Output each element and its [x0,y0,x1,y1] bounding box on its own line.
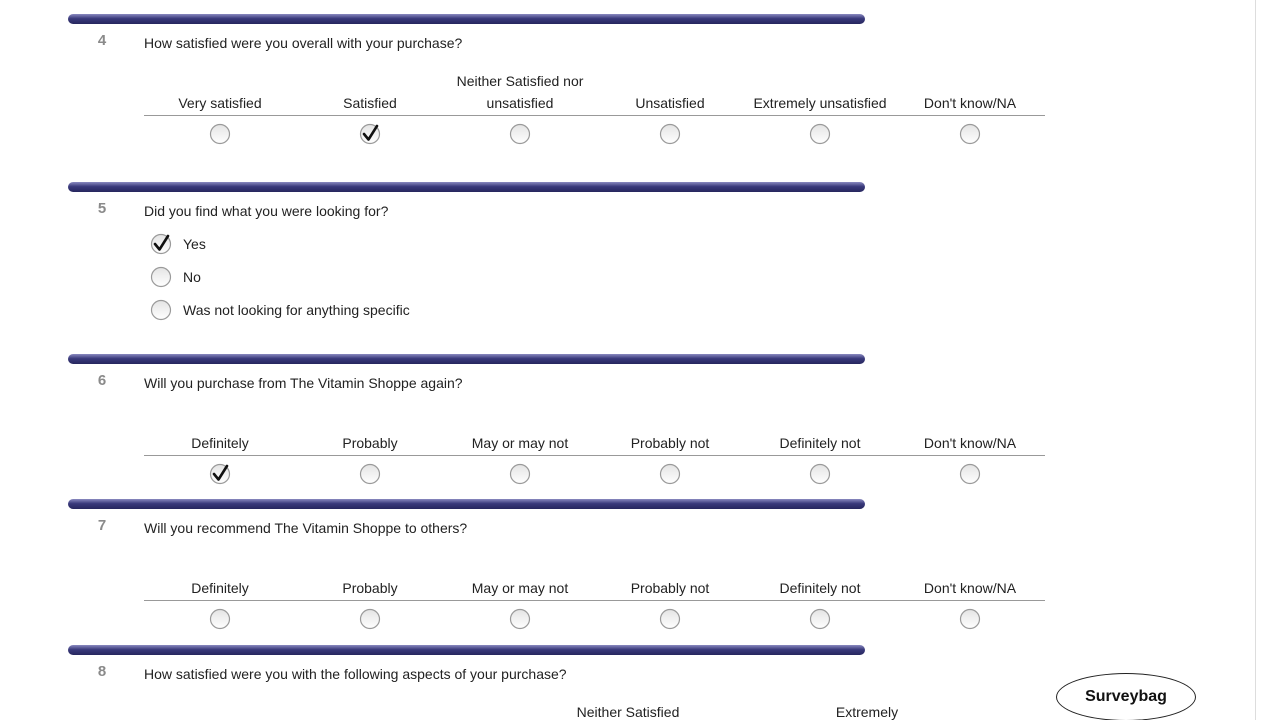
radio-icon [809,123,831,145]
radio-icon [959,463,981,485]
radio-icon [659,463,681,485]
radio-button[interactable] [509,463,531,485]
option-label: Definitely not [779,435,861,451]
radio-icon [359,463,381,485]
option-label: Probably not [630,435,710,451]
radio-icon [150,299,172,321]
option-label: May or may not [471,435,569,451]
radio-icon [809,463,831,485]
option-label: Definitely [191,435,249,451]
question-text: How satisfied were you overall with your… [144,35,463,51]
question-number: 4 [97,32,107,49]
option-label: Was not looking for anything specific [183,302,410,318]
radio-button[interactable] [209,123,231,145]
question-text: Will you recommend The Vitamin Shoppe to… [144,520,468,536]
question-text: How satisfied were you with the followin… [144,666,567,682]
option-label: Unsatisfied [635,95,705,111]
radio-icon [659,608,681,630]
radio-button[interactable] [959,463,981,485]
question-number: 6 [97,372,107,389]
header-rule [144,115,1045,116]
option-label: Neither Satisfied nor unsatisfied [456,73,584,111]
section-bar [68,499,865,509]
radio-icon [659,123,681,145]
radio-button[interactable] [809,608,831,630]
option-label: Yes [183,236,206,252]
section-bar [68,182,865,192]
radio-icon [150,266,172,288]
option-label: Very satisfied [178,95,262,111]
brand-badge: Surveybag [1056,673,1196,720]
question-number: 5 [97,200,107,217]
radio-button[interactable] [150,266,172,288]
radio-icon [509,608,531,630]
radio-icon [959,123,981,145]
radio-icon [359,123,381,145]
option-label: Probably [342,435,398,451]
radio-button[interactable] [209,608,231,630]
radio-button[interactable] [659,463,681,485]
option-label: Extremely unsatisfied [753,95,887,111]
radio-icon [959,608,981,630]
radio-icon [809,608,831,630]
option-label: No [183,269,201,285]
radio-icon [209,608,231,630]
option-label: Don't know/NA [923,435,1017,451]
option-label: Definitely not [779,580,861,596]
question-text: Will you purchase from The Vitamin Shopp… [144,375,463,391]
radio-button[interactable] [809,463,831,485]
option-label: Don't know/NA [923,580,1017,596]
section-bar [68,14,865,24]
radio-button[interactable] [659,608,681,630]
option-label: Definitely [191,580,249,596]
option-label: Neither Satisfied [576,704,680,720]
radio-button[interactable] [959,123,981,145]
radio-button[interactable] [359,608,381,630]
question-text: Did you find what you were looking for? [144,203,389,219]
option-label: Satisfied [343,95,397,111]
option-label: Probably [342,580,398,596]
option-label: Don't know/NA [923,95,1017,111]
radio-icon [359,608,381,630]
radio-button[interactable] [509,123,531,145]
header-rule [144,455,1045,456]
radio-button[interactable] [809,123,831,145]
radio-button[interactable] [959,608,981,630]
question-number: 8 [97,663,107,680]
radio-button[interactable] [209,463,231,485]
radio-button[interactable] [359,123,381,145]
option-label: Probably not [630,580,710,596]
radio-button[interactable] [659,123,681,145]
radio-button[interactable] [150,299,172,321]
header-rule [144,600,1045,601]
section-bar [68,354,865,364]
option-label: May or may not [471,580,569,596]
radio-button[interactable] [359,463,381,485]
page-edge [1255,0,1256,720]
radio-icon [209,463,231,485]
section-bar [68,645,865,655]
radio-icon [209,123,231,145]
radio-icon [150,233,172,255]
question-number: 7 [97,517,107,534]
radio-icon [509,463,531,485]
radio-button[interactable] [509,608,531,630]
radio-icon [509,123,531,145]
radio-button[interactable] [150,233,172,255]
option-label: Extremely [835,704,899,720]
